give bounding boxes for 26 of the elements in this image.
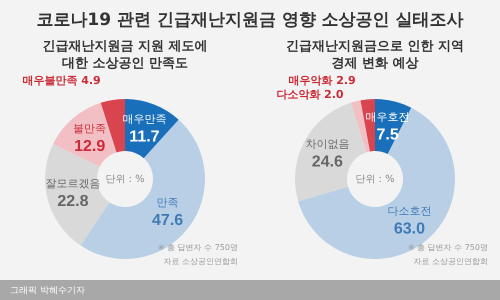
text: 단위 : %	[354, 173, 396, 186]
data-label: 63.0	[394, 220, 426, 238]
text: 단위 : %	[105, 174, 145, 185]
text: ※ 총 답변자 수 750명	[408, 242, 488, 253]
data-label: 24.6	[312, 154, 344, 171]
chart-subtitle: 긴급재난지원금 지원 제도에 대한 소상공인 만족도	[41, 38, 209, 72]
slice-label: 잘모르겠음	[45, 177, 100, 190]
text: 코로나19 관련 긴급재난지원금 영향 소상공인 실태조사	[35, 9, 465, 31]
text: 그래픽 박혜수기자	[10, 285, 85, 297]
data-label: 12.9	[74, 138, 106, 156]
chart-subtitle: 긴급재난지원금으로 인한 지역경제 변화 예상	[285, 38, 465, 72]
text: 자료 소상공인연합회	[413, 256, 488, 267]
text: 자료 소상공인연합회	[163, 256, 238, 267]
data-label: 22.8	[57, 193, 89, 210]
slice-label: 다소악화 2.0	[276, 88, 344, 101]
slice-label: 다소호전	[387, 204, 432, 218]
data-label: 7.5	[376, 126, 399, 144]
data-label: 47.6	[152, 212, 184, 230]
donut-slice	[298, 108, 455, 259]
slice-label: 차이없음	[305, 138, 350, 151]
slice-label: 매우불만족 4.9	[22, 74, 101, 87]
slice-label: 만족	[156, 196, 179, 210]
data-label: 11.7	[129, 128, 160, 146]
slice-label: 매우악화 2.9	[288, 74, 356, 87]
text: ※ 총 답변자 수 750명	[158, 242, 238, 253]
slice-label: 불만족	[73, 122, 106, 136]
